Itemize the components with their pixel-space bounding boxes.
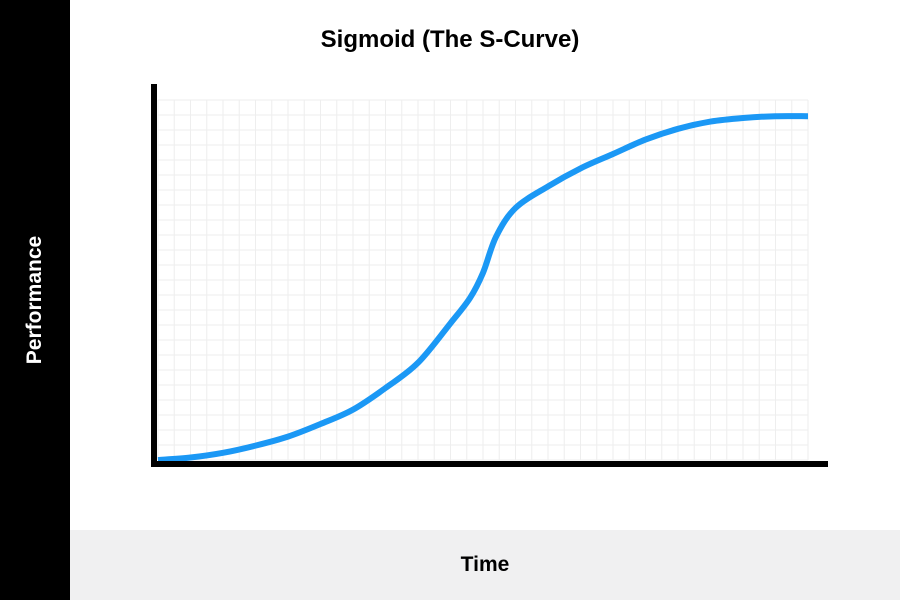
axes	[151, 84, 828, 467]
sigmoid-curve-line	[157, 113, 809, 463]
series-layer	[157, 113, 809, 463]
chart-title: Sigmoid (The S-Curve)	[320, 26, 580, 53]
x-axis-label-band: Time	[70, 530, 900, 600]
x-axis-label: Time	[460, 553, 510, 576]
y-axis-label-band: Performance	[0, 0, 70, 600]
